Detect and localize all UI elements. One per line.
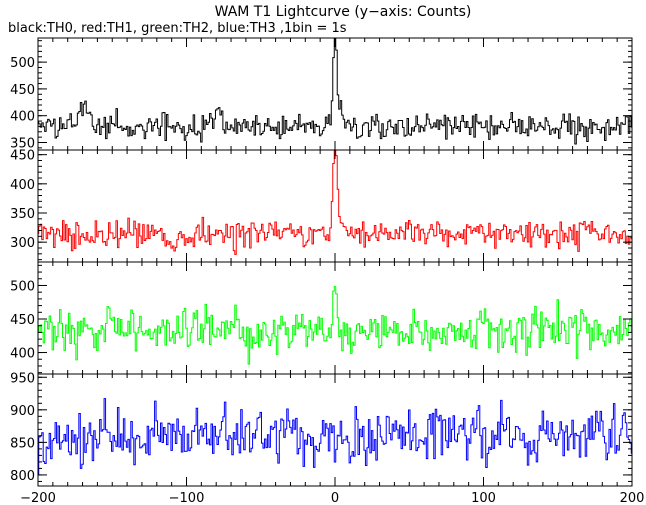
y-tick-label: 850 bbox=[10, 436, 35, 451]
panel-th3: 800 850 900 950 bbox=[10, 371, 633, 487]
y-tick-label: 500 bbox=[10, 279, 35, 294]
x-tick-label: 200 bbox=[620, 491, 645, 505]
y-tick-label: 450 bbox=[10, 313, 35, 328]
x-tick-label: 0 bbox=[331, 491, 339, 505]
y-tick-label: 450 bbox=[10, 83, 35, 98]
y-tick-label: 300 bbox=[10, 236, 35, 251]
x-tick-label: 100 bbox=[471, 491, 496, 505]
series-line-th1 bbox=[38, 150, 632, 255]
y-tick-label: 800 bbox=[10, 469, 35, 484]
series-line-th3 bbox=[38, 398, 632, 475]
panel-frame bbox=[37, 373, 633, 487]
y-tick-label: 950 bbox=[10, 371, 35, 386]
chart-subtitle: black:TH0, red:TH1, green:TH2, blue:TH3 … bbox=[8, 21, 347, 36]
y-tick-label: 500 bbox=[10, 56, 35, 71]
y-tick-label: 900 bbox=[10, 404, 35, 419]
series-line-th0 bbox=[38, 38, 632, 145]
panel-frame bbox=[37, 261, 633, 375]
y-tick-label: 400 bbox=[10, 178, 35, 193]
series-line-th2 bbox=[38, 286, 632, 365]
y-tick-label: 350 bbox=[10, 136, 35, 151]
panel-th2: 400 450 500 bbox=[10, 261, 633, 375]
y-tick-label: 400 bbox=[10, 347, 35, 362]
x-tick-label: −200 bbox=[20, 491, 56, 505]
chart-title: WAM T1 Lightcurve (y−axis: Counts) bbox=[215, 4, 472, 20]
panel-frame bbox=[37, 37, 633, 151]
panel-frame bbox=[37, 149, 633, 263]
y-tick-label: 400 bbox=[10, 110, 35, 125]
panel-th1: 300 350 400 450 bbox=[10, 149, 633, 263]
x-tick-label: −100 bbox=[169, 491, 205, 505]
panel-th0: 350 400 450 500 bbox=[10, 37, 633, 151]
y-tick-label: 450 bbox=[10, 149, 35, 164]
y-tick-label: 350 bbox=[10, 207, 35, 222]
